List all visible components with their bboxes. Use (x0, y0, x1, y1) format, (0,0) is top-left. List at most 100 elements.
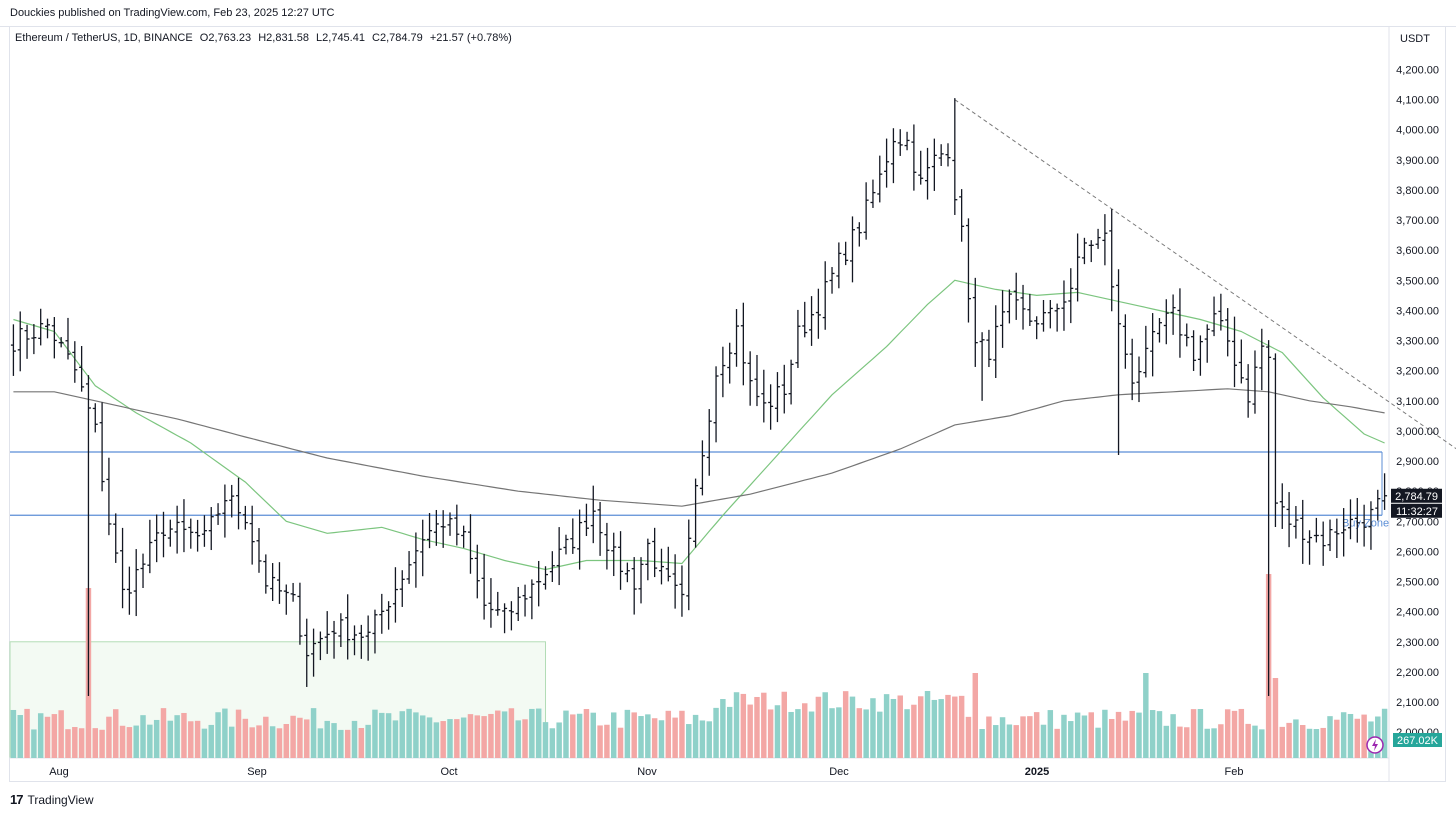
ohlc-bar (795, 309, 801, 368)
ohlc-bar (918, 150, 924, 185)
volume-bar (877, 711, 883, 758)
volume-bar (747, 704, 753, 758)
volume-bar (924, 690, 931, 758)
volume-bar (1143, 673, 1149, 758)
volume-bar (133, 725, 139, 758)
ohlc-bar (1197, 335, 1203, 376)
volume-bar (324, 720, 330, 758)
ohlc-bar (1245, 364, 1251, 418)
ohlc-bar (515, 586, 521, 622)
ohlc-bar (113, 513, 119, 563)
ohlc-bar (1259, 328, 1265, 391)
ohlc-bar (427, 513, 433, 549)
ohlc-bar (379, 593, 385, 634)
volume-bar (897, 695, 903, 758)
time-tick-label: Nov (637, 766, 657, 778)
ohlc-bar (160, 511, 166, 558)
ohlc-bar (993, 305, 999, 379)
ohlc-bar (10, 324, 16, 376)
ohlc-bar (1061, 280, 1067, 331)
ohlc-bar (1341, 508, 1347, 557)
ohlc-bar (720, 346, 726, 398)
volume-bar (713, 707, 719, 758)
volume-bar (1299, 725, 1306, 758)
volume-bar (1081, 715, 1088, 758)
ohlc-bar (822, 261, 828, 330)
volume-bar (488, 713, 494, 758)
ohlc-bar (65, 317, 71, 360)
volume-tag (1393, 733, 1442, 747)
volume-bar (965, 716, 972, 758)
ohlc-bar (740, 302, 746, 386)
volume-bar (1054, 728, 1060, 758)
currency-label[interactable]: USDT (1400, 33, 1430, 45)
volume-bar (515, 720, 521, 758)
ohlc-bar (474, 544, 480, 599)
ohlc-bar (413, 532, 419, 588)
ohlc-bar (1313, 517, 1319, 543)
volume-bar (761, 692, 767, 758)
ohlc-bar (283, 584, 289, 615)
ohlc-bar (1334, 518, 1340, 559)
price-axis[interactable]: 4,200.00 4,100.00 4,000.00 3,900.00 3,800.00… (1396, 65, 1439, 740)
volume-bar (351, 720, 358, 758)
volume-bar (242, 718, 249, 758)
ohlc-bar (856, 222, 862, 247)
volume-bar (1361, 714, 1367, 758)
ohlc-bar (1020, 284, 1026, 330)
volume-bar (17, 715, 23, 758)
time-tick-label: Feb (1225, 766, 1244, 778)
volume-bar (399, 711, 405, 758)
volume-bar (113, 709, 119, 758)
volume-bar (692, 714, 699, 758)
volume-bar (1088, 712, 1094, 758)
ohlc-bar (986, 329, 992, 368)
symbol-name: Ethereum / TetherUS, 1D, BINANCE (15, 32, 193, 44)
ohlc-bar (229, 484, 235, 518)
ohlc-bar (1041, 300, 1046, 332)
last-price-tag (1391, 488, 1442, 503)
time-tick-label: Aug (49, 766, 69, 778)
time-axis[interactable]: Aug Sep Oct Nov Dec 2025 Feb (49, 766, 1243, 778)
volume-bar (358, 727, 365, 758)
volume-bar (481, 716, 487, 758)
volume-bar (1108, 718, 1115, 758)
ohlc-bar (563, 534, 569, 555)
price-tick-label: 3,500.00 (1396, 275, 1439, 287)
ohlc-bar (734, 309, 740, 367)
chart-frame (9, 26, 1446, 782)
volume-bar (1211, 728, 1217, 758)
price-tick-label: 3,400.00 (1396, 305, 1439, 317)
ohlc-bar (788, 359, 794, 405)
ohlc-bar (1218, 293, 1224, 331)
volume-bar (419, 715, 426, 758)
volume-bar (624, 709, 631, 758)
volume-bar (385, 713, 392, 758)
ohlc-bar (181, 499, 187, 553)
ohlc-bar (577, 509, 583, 570)
ohlc-bar (140, 553, 146, 589)
descending-trendline (954, 99, 1456, 450)
ohlc-bar (672, 554, 678, 609)
volume-bar (1013, 725, 1019, 758)
volume-bar (147, 724, 153, 758)
ohlc-bar (529, 579, 535, 620)
ohlc-bar (120, 527, 126, 609)
ohlc-bar (843, 241, 849, 266)
ohlc-bar (154, 514, 160, 563)
volume-bar (467, 714, 474, 758)
ohlc-bar (1300, 499, 1306, 564)
ohlc-bar (809, 296, 815, 346)
volume-bar (726, 706, 733, 758)
volume-bar (1006, 724, 1013, 758)
time-tick-label: Oct (440, 766, 457, 778)
ohlc-bar (1013, 272, 1019, 320)
ohlc-bar (249, 505, 255, 565)
ohlc-bar (126, 566, 132, 615)
volume-bar (802, 703, 808, 758)
ohlc-close: C2,784.79 (372, 32, 423, 44)
volume-bar (283, 724, 290, 758)
volume-bar (576, 713, 583, 758)
publisher-bar: Douckies published on TradingView.com, F… (0, 0, 1456, 27)
